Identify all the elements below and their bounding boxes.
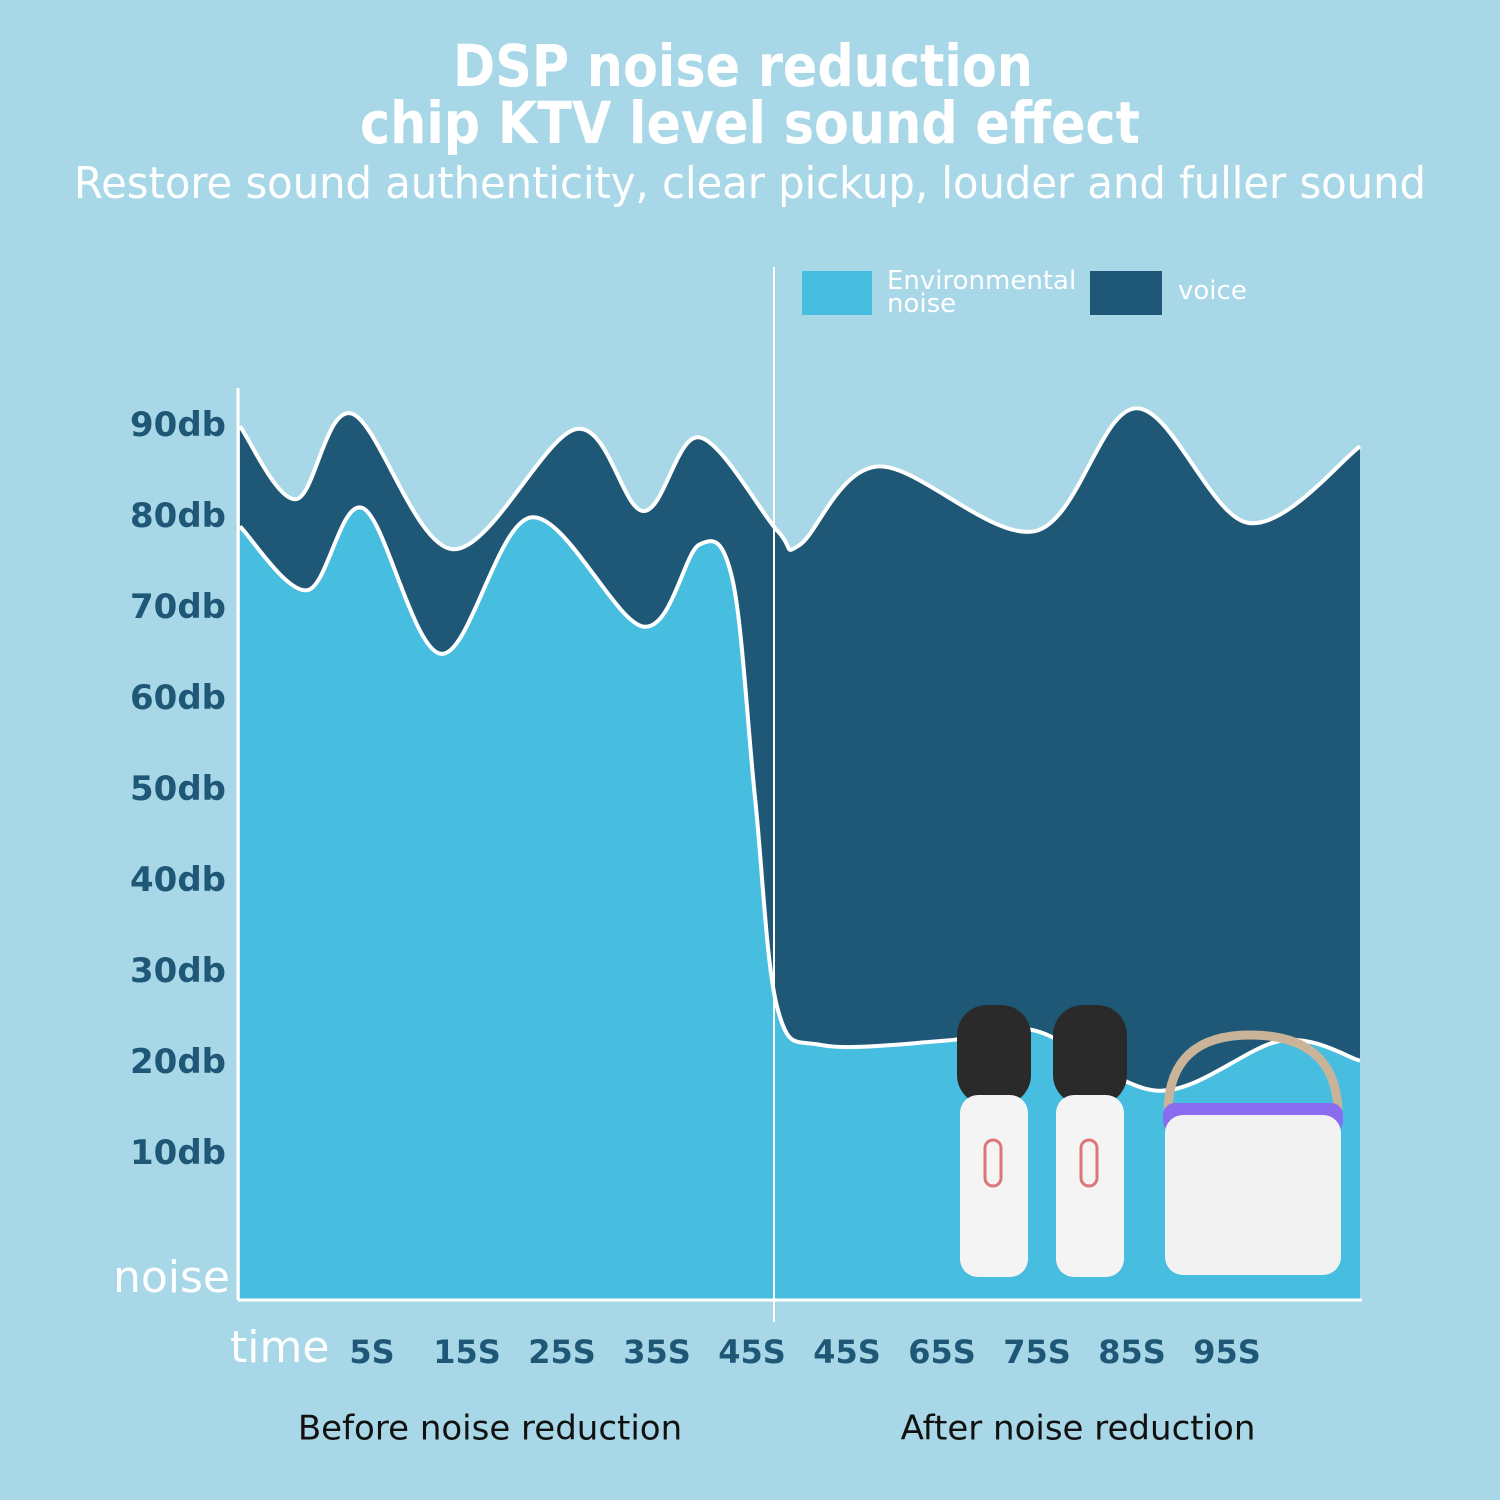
y-axis-label: noise (113, 1252, 230, 1303)
legend-swatch (1090, 271, 1162, 315)
x-tick-label: 35S (623, 1333, 691, 1371)
x-tick-label: 45S (813, 1333, 881, 1371)
legend-swatch (802, 271, 872, 315)
x-tick-label: 15S (433, 1333, 501, 1371)
x-tick-label: 65S (908, 1333, 976, 1371)
y-tick-label: 20db (130, 1042, 226, 1082)
x-tick-label: 45S (718, 1333, 786, 1371)
y-tick-label: 80db (130, 496, 226, 536)
subtitle: Restore sound authenticity, clear pickup… (74, 158, 1426, 209)
x-tick-label: 25S (528, 1333, 596, 1371)
y-tick-label: 70db (130, 587, 226, 627)
y-tick-label: 30db (130, 951, 226, 991)
y-tick-label: 40db (130, 860, 226, 900)
area-outline (238, 406, 1362, 552)
x-tick-label: 75S (1003, 1333, 1071, 1371)
x-tick-label: 95S (1193, 1333, 1261, 1371)
x-tick-label: 5S (349, 1333, 394, 1371)
section-label: Before noise reduction (298, 1409, 682, 1449)
legend-label: Environmental noise (887, 266, 1077, 319)
x-axis-label: time (230, 1322, 329, 1373)
chart-title: DSP noise reduction (453, 32, 1033, 100)
chart-title: chip KTV level sound effect (360, 89, 1140, 157)
x-tick-label: 85S (1098, 1333, 1166, 1371)
y-tick-label: 60db (130, 678, 226, 718)
y-tick-label: 90db (130, 405, 226, 445)
y-tick-label: 10db (130, 1133, 226, 1173)
legend-label: voice (1178, 276, 1247, 306)
product-image (957, 1005, 1343, 1277)
section-label: After noise reduction (901, 1409, 1256, 1449)
y-tick-label: 50db (130, 769, 226, 809)
